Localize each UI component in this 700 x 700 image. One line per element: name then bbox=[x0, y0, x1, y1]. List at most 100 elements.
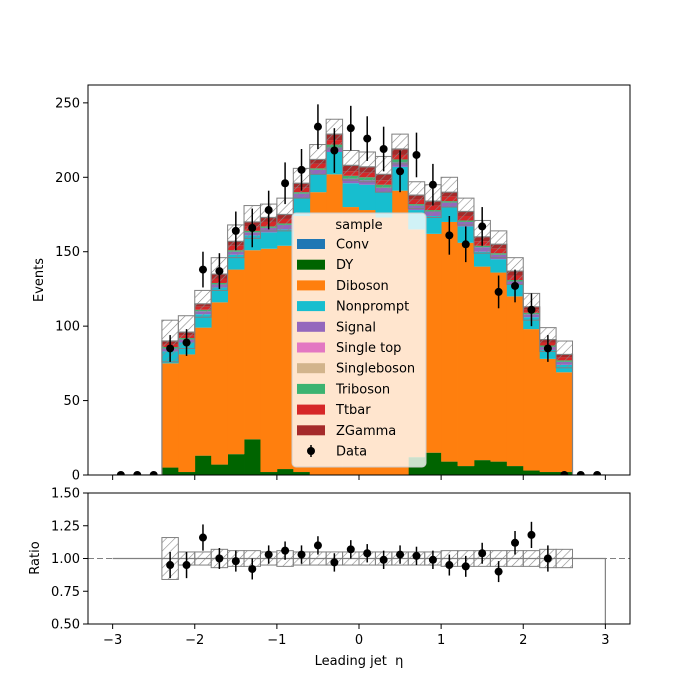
y-tick-label: 100 bbox=[55, 320, 80, 335]
bar-nonprompt bbox=[359, 184, 376, 211]
ratio-point bbox=[313, 541, 322, 550]
ratio-point bbox=[396, 550, 405, 559]
bar-nonprompt bbox=[260, 232, 278, 249]
data-point bbox=[445, 231, 454, 240]
bar-diboson bbox=[227, 269, 245, 455]
ratio-point bbox=[511, 538, 520, 547]
legend-swatch-zgamma bbox=[297, 425, 325, 436]
legend-data-marker bbox=[307, 447, 315, 455]
data-point bbox=[264, 206, 273, 215]
data-point bbox=[412, 150, 421, 159]
legend-label-zgamma: ZGamma bbox=[336, 424, 396, 439]
data-point bbox=[281, 179, 290, 188]
data-point bbox=[428, 180, 437, 189]
data-point bbox=[576, 471, 585, 475]
ratio-y-tick-label: 0.50 bbox=[51, 618, 80, 633]
data-points bbox=[116, 104, 602, 475]
bar-signal bbox=[342, 178, 360, 184]
bar-diboson bbox=[523, 329, 541, 471]
x-axis-label: Leading jet η bbox=[315, 654, 404, 669]
bar-diboson bbox=[276, 245, 294, 470]
ratio-point bbox=[494, 567, 503, 576]
ratio-point bbox=[363, 549, 372, 558]
bar-dy bbox=[194, 455, 212, 475]
data-point bbox=[527, 305, 536, 314]
data-point bbox=[396, 167, 405, 176]
ratio-point bbox=[330, 558, 339, 567]
bar-dy bbox=[457, 466, 475, 475]
legend-label-single-top: Single top bbox=[336, 341, 401, 356]
bar-dy bbox=[178, 472, 196, 475]
ratio-point bbox=[281, 546, 290, 555]
legend-label-singleboson: Singleboson bbox=[336, 362, 415, 377]
ratio-y-tick-label: 1.00 bbox=[51, 552, 80, 567]
bar-dy bbox=[211, 464, 229, 475]
x-axis-ticks-main bbox=[112, 475, 606, 480]
bar-diboson bbox=[473, 266, 491, 461]
bar-nonprompt bbox=[375, 192, 393, 218]
ratio-point bbox=[248, 564, 257, 573]
ratio-point bbox=[461, 562, 470, 571]
legend-swatch-dy bbox=[297, 259, 325, 270]
data-point bbox=[511, 281, 520, 290]
y-tick-label: 150 bbox=[55, 245, 80, 260]
x-tick-label: −2 bbox=[185, 633, 204, 648]
legend-label-signal: Signal bbox=[336, 320, 376, 335]
bar-diboson bbox=[244, 250, 261, 440]
ratio-point bbox=[379, 555, 388, 564]
ratio-y-tick-label: 1.25 bbox=[51, 519, 80, 534]
ratio-point bbox=[412, 551, 421, 560]
bar-dy bbox=[161, 467, 179, 475]
bar-diboson bbox=[490, 272, 508, 462]
x-tick-label: 2 bbox=[519, 633, 527, 648]
bar-nonprompt bbox=[556, 364, 573, 373]
ratio-point bbox=[445, 561, 454, 570]
y-axis-label-ratio: Ratio bbox=[28, 541, 43, 574]
ratio-point bbox=[478, 549, 487, 558]
bar-dy bbox=[276, 469, 294, 475]
bar-diboson bbox=[161, 363, 179, 468]
ratio-point bbox=[527, 530, 536, 539]
legend-swatch-single-top bbox=[297, 342, 325, 353]
legend-label-data: Data bbox=[336, 445, 367, 460]
bar-dy bbox=[539, 472, 557, 475]
x-tick-label: −1 bbox=[267, 633, 286, 648]
data-point bbox=[149, 471, 158, 475]
data-point bbox=[478, 222, 487, 231]
main-panel: sample Conv DY Diboson Nonprompt Signal Single… bbox=[32, 84, 631, 484]
bar-diboson bbox=[457, 242, 475, 467]
bar-nonprompt bbox=[473, 251, 491, 267]
legend-swatch-diboson bbox=[297, 280, 325, 291]
bar-diboson bbox=[441, 221, 458, 462]
ratio-point bbox=[166, 561, 175, 570]
data-point bbox=[198, 265, 207, 274]
x-tick-label: 1 bbox=[437, 633, 445, 648]
y-tick-label: 200 bbox=[55, 171, 80, 186]
legend: sample Conv DY Diboson Nonprompt Signal Single… bbox=[291, 212, 427, 468]
y-axis-events: 0 50 100 150 200 250 bbox=[55, 96, 88, 484]
ratio-point bbox=[297, 550, 306, 559]
total-mc-outline bbox=[112, 133, 606, 475]
x-axis-eta: −3 −2 −1 0 1 2 3 bbox=[103, 624, 610, 648]
y-axis-ratio: 0.50 0.75 1.00 1.25 1.50 bbox=[51, 487, 88, 633]
ratio-point bbox=[215, 554, 224, 563]
ratio-points bbox=[166, 521, 552, 583]
legend-label-diboson: Diboson bbox=[336, 279, 389, 294]
data-point bbox=[494, 287, 503, 296]
bar-nonprompt bbox=[276, 229, 294, 246]
legend-swatch-signal bbox=[297, 321, 325, 332]
y-tick-label: 0 bbox=[72, 469, 80, 484]
legend-swatch-triboson bbox=[297, 383, 325, 394]
bar-nonprompt bbox=[490, 259, 508, 273]
bar-diboson bbox=[211, 302, 229, 465]
legend-swatch-nonprompt bbox=[297, 301, 325, 312]
legend-label-nonprompt: Nonprompt bbox=[336, 300, 409, 315]
data-point bbox=[543, 344, 552, 353]
ratio-y-tick-label: 1.50 bbox=[51, 487, 80, 502]
bar-dy bbox=[244, 439, 261, 475]
legend-swatch-conv bbox=[297, 239, 325, 249]
ratio-point bbox=[428, 555, 437, 564]
bar-dy bbox=[441, 461, 458, 475]
bar-signal bbox=[359, 180, 376, 185]
